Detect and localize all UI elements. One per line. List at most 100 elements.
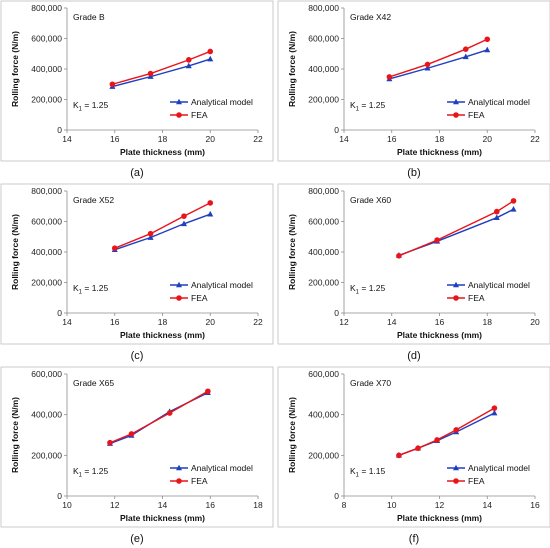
k-label: K1 = 1.25	[350, 283, 386, 296]
data-point	[462, 46, 469, 52]
k-symbol: K	[73, 100, 79, 110]
chart-panel: 0 200,000 400,000 600,000 800,000 12 14 16 18 20 P…	[277, 183, 550, 362]
x-tick-label: 18	[483, 317, 493, 327]
y-tick-label: 200,000	[308, 278, 339, 288]
k-label: K1 = 1.25	[350, 100, 386, 113]
grade-label: Grade X60	[350, 195, 391, 205]
series-line	[109, 390, 209, 444]
data-point	[207, 200, 214, 206]
data-point	[166, 410, 173, 416]
legend-label: FEA	[191, 110, 208, 120]
x-tick-label: 16	[530, 500, 540, 510]
y-tick-label: 800,000	[308, 186, 339, 196]
x-axis-label: Plate thickness (mm)	[397, 513, 482, 523]
legend-label: Analytical model	[468, 280, 530, 290]
y-tick-label: 0	[334, 125, 339, 135]
panel-label: (f)	[409, 533, 419, 545]
data-point	[491, 405, 498, 411]
k-subscript: 1	[79, 473, 83, 479]
data-point	[147, 70, 154, 77]
grade-label: Grade X65	[73, 378, 114, 388]
k-label: K1 = 1.25	[73, 100, 109, 113]
x-tick-label: 18	[158, 317, 168, 327]
series-line	[114, 202, 211, 249]
y-tick-label: 800,000	[308, 3, 339, 13]
panel-frame	[0, 366, 274, 528]
y-tick-label: 200,000	[31, 95, 62, 105]
y-tick-label: 600,000	[31, 217, 62, 227]
panel-frame	[277, 183, 550, 345]
k-label: K1 = 1.25	[73, 466, 109, 479]
y-tick-label: 800,000	[31, 3, 62, 13]
y-axis-label: Rolling force (N/m)	[287, 397, 297, 473]
panel-frame	[0, 0, 274, 162]
legend-label: Analytical model	[191, 97, 253, 107]
x-tick-label: 8	[342, 500, 347, 510]
data-point	[396, 253, 402, 259]
panel-frame	[277, 0, 550, 162]
legend-marker	[176, 281, 182, 288]
panel-label: (c)	[131, 350, 144, 362]
legend-label: Analytical model	[191, 280, 253, 290]
legend-label: FEA	[468, 110, 485, 120]
data-point	[453, 427, 460, 433]
data-point	[181, 213, 187, 219]
data-point	[434, 437, 440, 443]
y-tick-label: 0	[57, 491, 62, 501]
legend-marker	[453, 295, 459, 301]
grade-label: Grade X42	[350, 12, 391, 22]
k-subscript: 1	[356, 473, 360, 479]
y-tick-label: 800,000	[31, 186, 62, 196]
legend-marker	[176, 464, 182, 471]
data-point	[493, 214, 500, 220]
y-axis-label: Rolling force (N/m)	[10, 397, 20, 473]
y-tick-label: 400,000	[308, 410, 339, 420]
x-tick-label: 10	[387, 500, 397, 510]
y-tick-label: 0	[57, 308, 62, 318]
x-tick-label: 16	[110, 317, 120, 327]
data-point	[415, 445, 421, 452]
x-axis-label: Plate thickness (mm)	[120, 330, 205, 340]
data-point	[180, 220, 187, 227]
data-point	[484, 36, 491, 43]
x-tick-label: 14	[62, 134, 72, 144]
y-tick-label: 200,000	[31, 278, 62, 288]
panel-label: (a)	[130, 167, 143, 179]
y-tick-label: 600,000	[308, 369, 339, 379]
chart-panel: 0 200,000 400,000 600,000 800,000 14 16 18 20 22 P…	[0, 183, 274, 362]
legend-marker	[176, 478, 182, 484]
k-label: K1 = 1.15	[350, 466, 386, 479]
data-point	[424, 61, 431, 68]
y-tick-label: 200,000	[308, 450, 339, 460]
legend-label: FEA	[468, 293, 485, 303]
legend-label: Analytical model	[468, 463, 530, 473]
grade-label: Grade B	[73, 12, 105, 22]
data-point	[207, 210, 214, 217]
data-point	[386, 74, 393, 80]
panel-label: (e)	[130, 533, 143, 545]
legend-label: FEA	[468, 476, 485, 486]
panel-frame	[277, 366, 550, 528]
x-tick-label: 12	[339, 317, 349, 327]
y-tick-label: 0	[334, 308, 339, 318]
x-tick-label: 22	[530, 134, 540, 144]
panel-label: (d)	[407, 350, 420, 362]
data-point	[494, 208, 500, 215]
y-axis-label: Rolling force (N/m)	[287, 31, 297, 107]
legend-marker	[453, 464, 459, 471]
data-point	[147, 230, 154, 237]
k-symbol: K	[73, 466, 79, 476]
k-value: = 1.15	[359, 466, 386, 476]
x-tick-label: 14	[339, 134, 349, 144]
x-tick-label: 10	[62, 500, 72, 510]
data-point	[147, 234, 154, 240]
data-point	[510, 198, 517, 204]
x-axis-label: Plate thickness (mm)	[397, 330, 482, 340]
panel-frame	[0, 183, 274, 345]
y-tick-label: 600,000	[308, 217, 339, 227]
legend-label: FEA	[191, 476, 208, 486]
y-tick-label: 0	[334, 491, 339, 501]
x-tick-label: 22	[253, 317, 263, 327]
y-tick-label: 600,000	[308, 34, 339, 44]
legend-marker	[176, 112, 182, 118]
